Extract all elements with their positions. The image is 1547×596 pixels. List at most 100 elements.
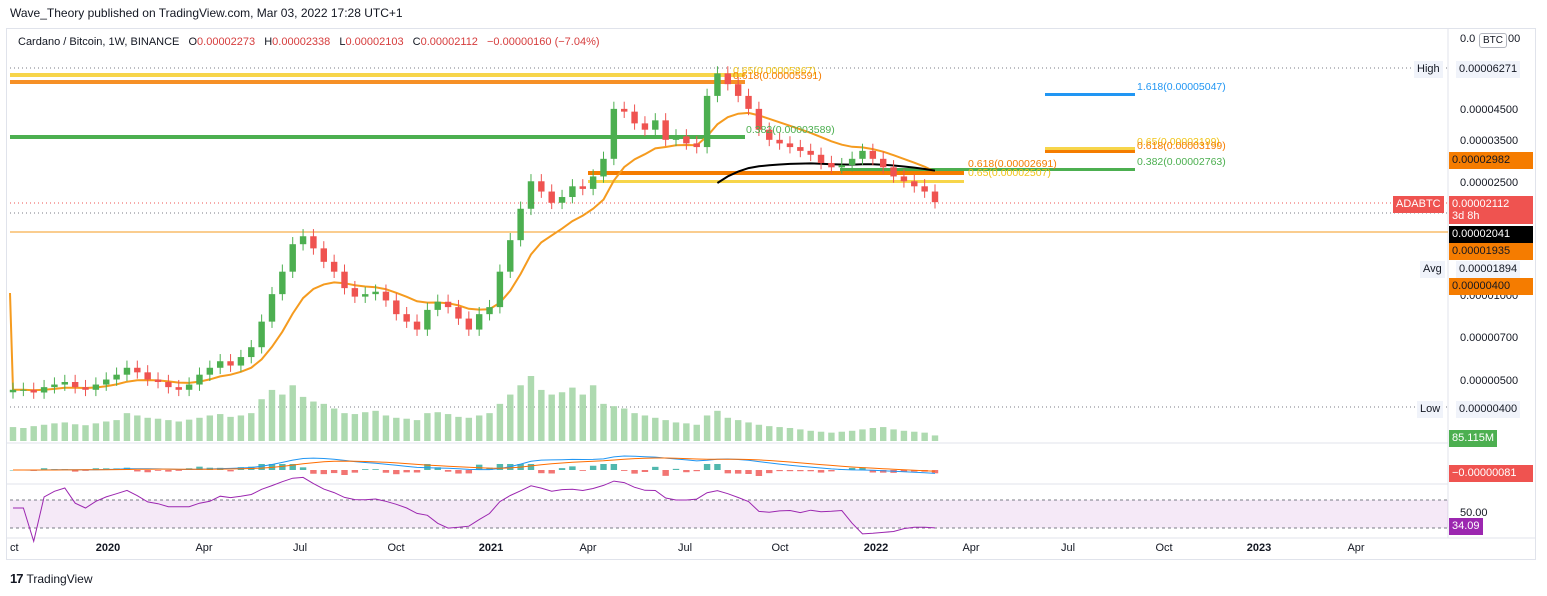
candle-body bbox=[268, 294, 276, 322]
candle-body bbox=[828, 162, 835, 168]
volume-bar bbox=[621, 408, 628, 441]
candle-body bbox=[589, 176, 597, 189]
x-tick: 2023 bbox=[1247, 542, 1271, 554]
volume-bar bbox=[672, 422, 680, 441]
macd-bar bbox=[144, 470, 151, 473]
candle-body bbox=[465, 318, 473, 330]
candle-body bbox=[848, 158, 856, 166]
candle-body bbox=[310, 236, 317, 249]
volume-bar bbox=[465, 417, 473, 441]
footer-branding[interactable]: 17 TradingView bbox=[10, 571, 93, 586]
macd-bar bbox=[766, 470, 773, 474]
candle-body bbox=[538, 181, 545, 192]
macd-bar bbox=[92, 468, 100, 470]
candle-body bbox=[631, 111, 638, 124]
macd-bar bbox=[652, 466, 659, 470]
volume-bar bbox=[900, 430, 908, 441]
macd-bar bbox=[71, 470, 79, 472]
symbol-name[interactable]: Cardano / Bitcoin, 1W, BINANCE bbox=[18, 36, 180, 48]
volume-bar bbox=[558, 392, 566, 441]
candle-body bbox=[890, 167, 897, 177]
candle-body bbox=[507, 240, 514, 272]
volume-bar bbox=[662, 420, 669, 441]
volume-bar bbox=[631, 413, 638, 441]
macd-pane bbox=[9, 455, 939, 476]
macd-bar bbox=[579, 470, 586, 471]
candle-body bbox=[558, 197, 566, 203]
fib-label: 1.618(0.00005047) bbox=[1137, 81, 1226, 93]
candle-body bbox=[548, 191, 555, 203]
candle-body bbox=[165, 382, 172, 388]
y-tick-top-tail: 00 bbox=[1508, 33, 1520, 45]
close-label: C bbox=[412, 36, 421, 48]
macd-bar bbox=[403, 470, 410, 473]
volume-bar bbox=[71, 424, 79, 441]
candle-body bbox=[517, 208, 524, 241]
macd-bar bbox=[755, 470, 763, 476]
volume-value: 85.115M bbox=[1449, 430, 1497, 447]
macd-bar bbox=[527, 464, 535, 470]
volume-bar bbox=[413, 420, 421, 441]
volume-bar bbox=[216, 414, 224, 441]
macd-bar bbox=[310, 470, 317, 474]
chart-frame bbox=[6, 28, 1536, 560]
candle-body bbox=[693, 143, 700, 148]
macd-bar bbox=[662, 470, 669, 476]
candle-body bbox=[714, 73, 721, 96]
macd-bar bbox=[558, 468, 566, 470]
macd-bar bbox=[196, 466, 203, 470]
candle-body bbox=[579, 186, 586, 189]
macd-bar bbox=[465, 470, 473, 474]
macd-bar bbox=[610, 464, 618, 470]
volume-bar bbox=[859, 429, 866, 441]
last-price: 0.00002112 3d 8h bbox=[1449, 196, 1533, 224]
macd-bar bbox=[258, 464, 265, 470]
volume-bar bbox=[786, 428, 794, 441]
macd-bar bbox=[703, 464, 711, 470]
macd-bar bbox=[807, 470, 814, 472]
macd-bar bbox=[434, 467, 441, 470]
volume-bar bbox=[579, 394, 586, 441]
fib-label: 0.618(0.00003199) bbox=[1137, 140, 1226, 152]
candle-body bbox=[724, 73, 732, 85]
candle-body bbox=[569, 186, 576, 198]
candle-body bbox=[51, 384, 58, 388]
candle-body bbox=[683, 136, 690, 144]
candle-body bbox=[610, 108, 618, 159]
volume-bar bbox=[517, 385, 524, 441]
x-tick: Apr bbox=[579, 542, 596, 554]
candle-body bbox=[662, 120, 669, 140]
volume-bar bbox=[92, 423, 100, 441]
x-tick: 2022 bbox=[864, 542, 888, 554]
volume-bar bbox=[310, 401, 317, 441]
last-price-value: 0.00002112 bbox=[1452, 198, 1510, 210]
volume-bar bbox=[424, 413, 431, 441]
macd-bar bbox=[745, 470, 752, 474]
volume-bar bbox=[641, 415, 649, 441]
candle-body bbox=[61, 382, 69, 385]
level2-price: 0.00000400 bbox=[1449, 278, 1533, 295]
ema-fast-line bbox=[9, 111, 936, 392]
volume-bar bbox=[279, 394, 286, 441]
macd-bar bbox=[165, 470, 172, 472]
x-axis[interactable]: ct 2020 Apr Jul Oct 2021 Apr Jul Oct 2022 Apr Jul Oc… bbox=[10, 542, 1365, 554]
candle-body bbox=[248, 347, 255, 358]
high-tag: High bbox=[1414, 61, 1443, 78]
candle-body bbox=[797, 147, 804, 151]
macd-bar bbox=[900, 470, 908, 472]
bar-countdown: 3d 8h bbox=[1452, 210, 1480, 222]
macd-bar bbox=[455, 470, 462, 474]
macd-bar bbox=[351, 470, 359, 473]
macd-bar bbox=[734, 470, 742, 474]
ema-slow-line bbox=[716, 162, 936, 184]
currency-badge[interactable]: BTC bbox=[1479, 33, 1507, 48]
x-tick: Jul bbox=[293, 542, 307, 554]
volume-bar bbox=[165, 420, 172, 441]
macd-bar bbox=[372, 469, 379, 470]
volume-bar bbox=[237, 415, 245, 441]
volume-bar bbox=[797, 429, 804, 441]
macd-bar bbox=[600, 464, 607, 470]
volume-bar bbox=[600, 403, 607, 441]
volume-bar bbox=[455, 416, 462, 441]
